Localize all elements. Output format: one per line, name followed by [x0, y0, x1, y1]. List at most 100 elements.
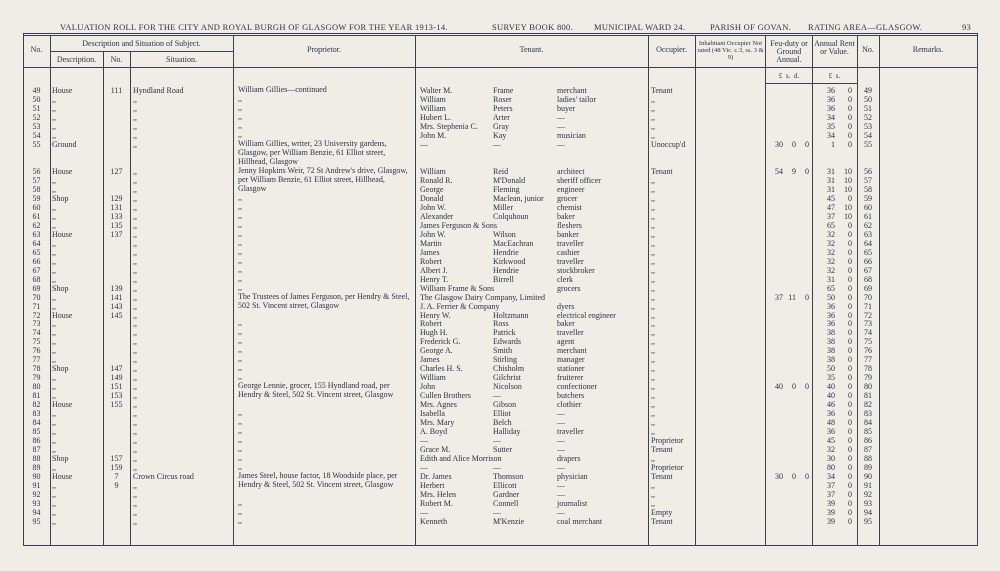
proprietor: ,,: [238, 497, 242, 507]
situation: ,,: [133, 238, 137, 248]
rent-pounds: 36: [827, 409, 835, 419]
row-no: 51: [32, 104, 41, 113]
situation: ,,: [133, 175, 137, 185]
situation: ,,: [133, 436, 137, 446]
row-no: 61: [32, 211, 41, 221]
house-no: 131: [110, 202, 123, 212]
rent-pounds: 38: [827, 328, 835, 338]
occupier: Unoccup'd: [651, 140, 686, 149]
occupier: ,,: [651, 274, 655, 284]
tenant-first: Mrs. Agnes: [420, 400, 457, 410]
tenant-first: James: [420, 355, 440, 365]
occupier: ,,: [651, 310, 655, 320]
situation: ,,: [133, 274, 137, 284]
proprietor: The Trustees of James Ferguson, per Hend…: [238, 291, 410, 310]
tenant-first: William: [420, 95, 446, 104]
occupation: —: [557, 445, 565, 455]
rent-pounds: 34: [827, 113, 835, 122]
house-no: 135: [110, 220, 123, 230]
rent-pounds: 39: [827, 516, 835, 526]
proprietor: ,,: [238, 246, 242, 256]
rent-pounds: 40: [827, 382, 835, 392]
tenant-first: John: [420, 382, 436, 392]
description: ,,: [52, 95, 56, 104]
situation: ,,: [133, 319, 137, 329]
row-no-right: 52: [864, 113, 872, 122]
tenant-first: Martin: [420, 238, 442, 248]
description: ,,: [52, 409, 56, 419]
proprietor: William Gillies—continued: [238, 85, 327, 94]
occupier: Proprietor: [651, 463, 684, 473]
description: ,,: [52, 498, 56, 508]
occupier: ,,: [651, 113, 655, 122]
situation: ,,: [133, 301, 137, 311]
occupation: manager: [557, 355, 585, 365]
rent-pounds: 34: [827, 472, 835, 482]
description: House: [52, 167, 73, 176]
rent-shillings: 0: [848, 445, 852, 455]
tenant-surname: Connell: [493, 498, 519, 508]
rent-pounds: 37: [827, 489, 835, 499]
rent-pounds: 48: [827, 418, 835, 428]
occupation: traveller: [557, 256, 584, 266]
proprietor: ,,: [238, 453, 242, 463]
description: ,,: [52, 427, 56, 437]
tenant-first: A. Boyd: [420, 427, 448, 437]
rent-pounds: 35: [827, 373, 835, 383]
row-no: 65: [32, 247, 41, 257]
tenant-first: —: [420, 507, 428, 517]
occupation: buyer: [557, 104, 576, 113]
proprietor: ,,: [238, 506, 242, 516]
feu-pounds: 54: [775, 167, 783, 176]
rent-shillings: 0: [848, 310, 852, 320]
column-rule: [812, 35, 813, 545]
row-no: 56: [32, 167, 41, 176]
rent-pounds: 47: [827, 202, 835, 212]
occupation: sheriff officer: [557, 175, 601, 185]
rent-shillings: 0: [848, 373, 852, 383]
col-group: Description and Situation of Subject.: [82, 39, 201, 48]
situation: ,,: [133, 193, 137, 203]
rent-shillings: 0: [848, 391, 852, 401]
tenant-first: Kenneth: [420, 516, 448, 526]
rent-pounds: 65: [827, 283, 835, 293]
rent-shillings: 0: [848, 104, 852, 113]
occupier: ,,: [651, 95, 655, 104]
rent-shillings: 0: [848, 113, 852, 122]
row-no: 57: [32, 175, 41, 185]
occupier: ,,: [651, 292, 655, 302]
description: ,,: [52, 391, 56, 401]
description: ,,: [52, 175, 56, 185]
rent-shillings: 10: [844, 167, 852, 176]
tenant-first: John W.: [420, 229, 446, 239]
tenant-surname: Elliot: [493, 409, 511, 419]
row-no: 81: [32, 391, 41, 401]
occupier: ,,: [651, 418, 655, 428]
row-no: 64: [32, 238, 41, 248]
proprietor: William Gillies, writer, 23 University g…: [238, 139, 387, 166]
situation: ,,: [133, 229, 137, 239]
situation: ,,: [133, 113, 137, 122]
row-no-right: 79: [864, 373, 872, 383]
occupier: ,,: [651, 489, 655, 499]
description: ,,: [52, 274, 56, 284]
row-no-right: 85: [864, 427, 872, 437]
tenant-surname: Peters: [493, 104, 513, 113]
border: [23, 33, 24, 546]
rule: [765, 83, 857, 84]
row-no: 82: [32, 400, 41, 410]
description: House: [52, 400, 73, 410]
occupation: banker: [557, 229, 579, 239]
occupier: ,,: [651, 265, 655, 275]
row-no: 92: [32, 489, 41, 499]
row-no: 78: [32, 364, 41, 374]
rent-shillings: 0: [848, 409, 852, 419]
col-feu: Feu-duty or Ground Annual.: [770, 39, 808, 64]
situation: ,,: [133, 463, 137, 473]
col-proprietor: Proprietor.: [307, 45, 341, 54]
occupation: stationer: [557, 364, 585, 374]
tenant-first: Mrs. Mary: [420, 418, 455, 428]
description: ,,: [52, 238, 56, 248]
rent-pounds: 32: [827, 256, 835, 266]
